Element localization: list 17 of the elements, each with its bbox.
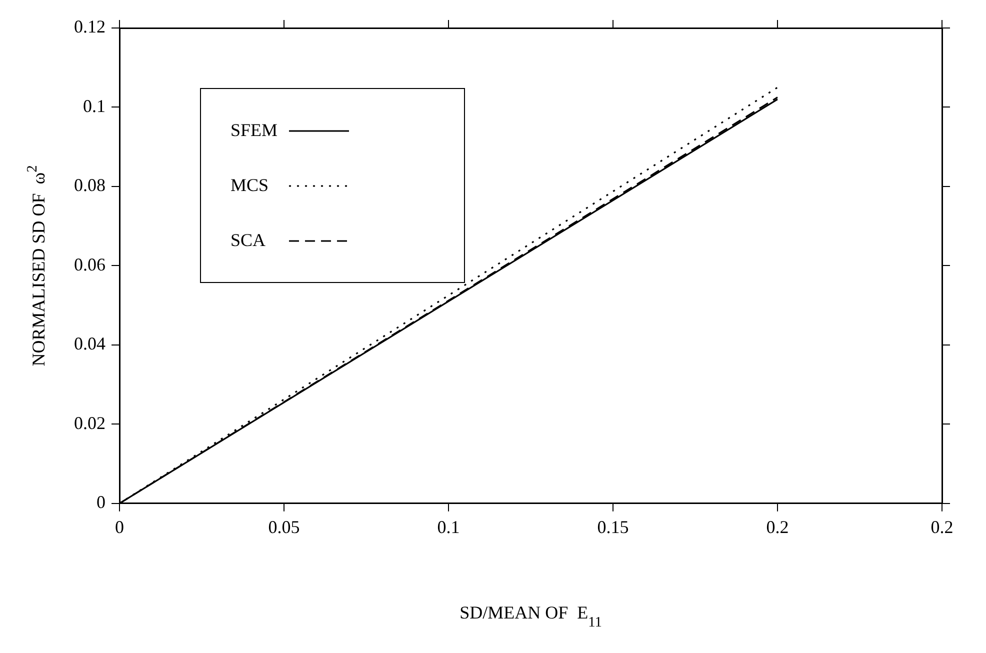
y-tick-label: 0.12: [74, 16, 106, 37]
x-tick-label: 0.2: [930, 516, 954, 537]
y-tick-label: 0.08: [74, 175, 106, 196]
x-tick-label: 0.15: [597, 516, 629, 537]
y-tick-label: 0.1: [83, 96, 106, 116]
y-tick-label: 0.06: [74, 254, 106, 274]
y-axis-title: NORMALISED SD OF ω2: [24, 165, 48, 366]
legend-label: MCS: [230, 175, 270, 196]
x-tick-label: 0.05: [268, 516, 300, 537]
y-tick-label: 0.02: [74, 412, 106, 433]
legend-label: SFEM: [230, 120, 279, 141]
y-tick-label: 0: [96, 492, 106, 512]
x-tick-label: 0: [115, 516, 124, 537]
y-tick-label: 0.04: [74, 334, 106, 354]
legend-label: SCA: [230, 230, 267, 251]
x-tick-label: 0.1: [437, 516, 460, 537]
x-tick-label: 0.2: [766, 516, 789, 537]
